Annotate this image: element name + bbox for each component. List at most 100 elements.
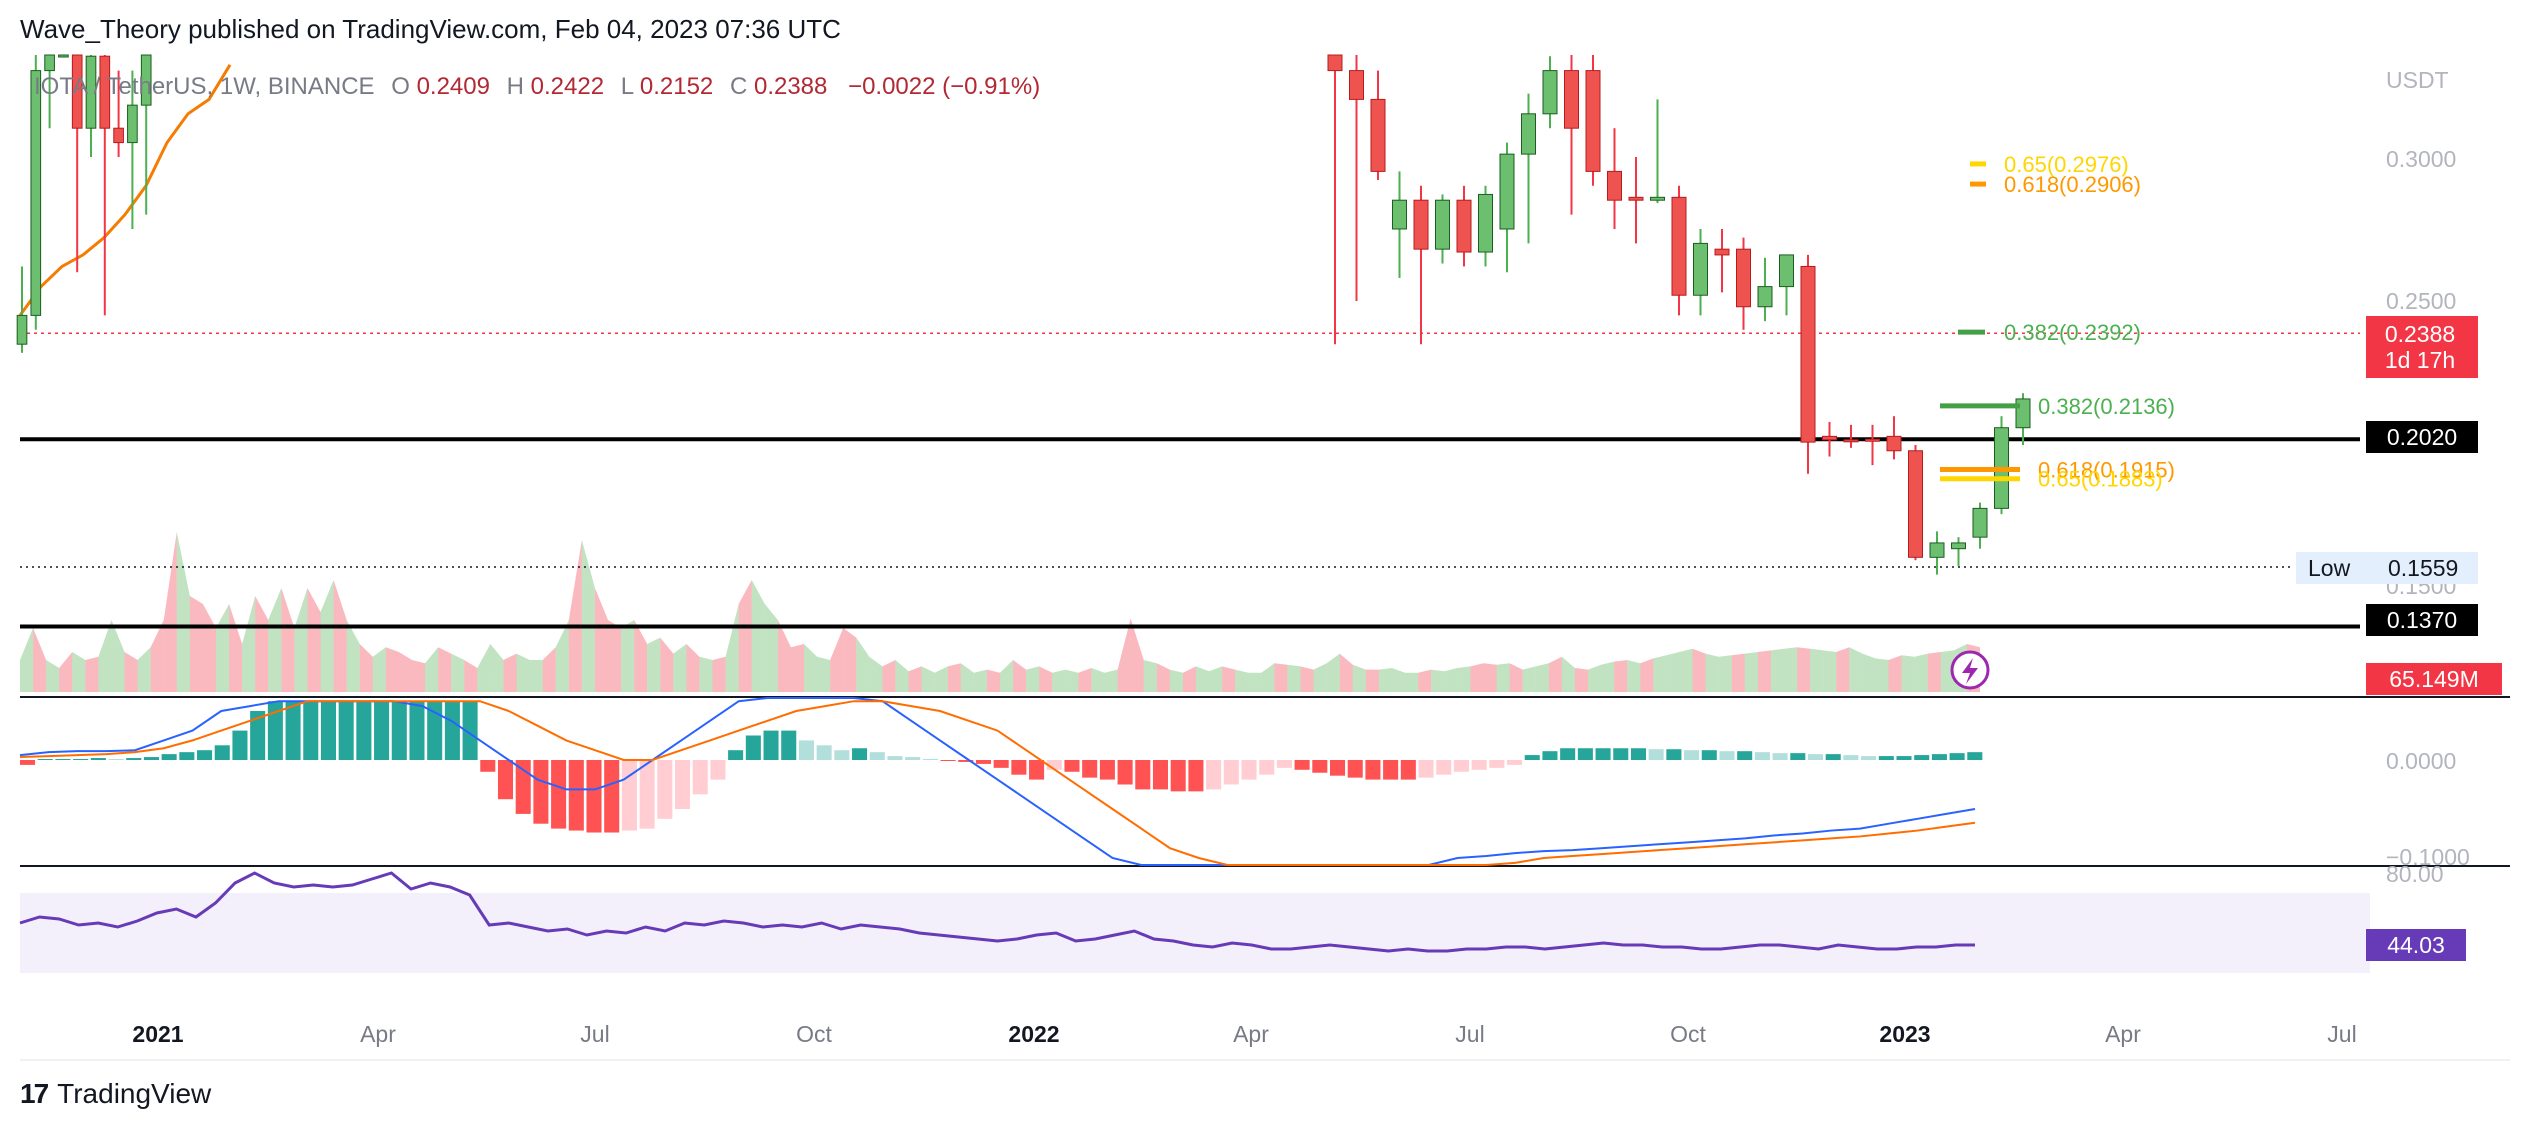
volume-segment-104: [1378, 668, 1392, 692]
svg-text:IOTA / TetherUS, 1W, BINANCE: IOTA / TetherUS, 1W, BINANCE O 0.2409 H …: [34, 73, 1040, 100]
macd-bar-99: [1772, 753, 1788, 760]
candle-body-11: [1349, 70, 1364, 100]
publisher-line: Wave_Theory published on TradingView.com…: [20, 14, 841, 44]
volume-segment-11: [163, 532, 177, 692]
macd-bar-94: [1684, 750, 1700, 760]
macd-bar-85: [1524, 755, 1540, 760]
macd-bar-47: [852, 748, 868, 760]
candle-body-13: [1392, 199, 1407, 230]
macd-bar-48: [869, 752, 885, 760]
volume-segment-143: [1888, 655, 1902, 692]
time-tick-oct-2021: Oct: [796, 1021, 832, 1047]
candle-body-34: [1843, 439, 1859, 443]
macd-bar-80: [1436, 760, 1452, 775]
volume-segment-49: [660, 637, 674, 692]
volume-segment-18: [255, 596, 269, 692]
macd-bar-60: [1082, 760, 1098, 778]
macd-bar-29: [533, 760, 549, 824]
macd-bar-6: [126, 758, 142, 760]
candle-body-21: [1564, 70, 1579, 129]
volume-segment-102: [1352, 664, 1366, 692]
volume-segment-134: [1770, 648, 1784, 692]
volume-segment-93: [1235, 669, 1249, 692]
volume-segment-74: [986, 669, 1000, 692]
candle-body-14: [1413, 199, 1429, 250]
candle-body-15: [1435, 199, 1450, 250]
lightning-icon[interactable]: [1950, 650, 1990, 690]
volume-segment-101: [1339, 653, 1353, 692]
volume-segment-32: [438, 647, 452, 692]
macd-bar-22: [409, 701, 425, 760]
volume-segment-142: [1875, 658, 1889, 692]
volume-segment-23: [320, 580, 334, 692]
volume-segment-125: [1653, 655, 1667, 692]
macd-bar-46: [834, 750, 850, 760]
volume-segment-136: [1797, 647, 1811, 692]
legend-low-label: L: [621, 73, 634, 100]
macd-bar-76: [1365, 760, 1381, 780]
macd-bar-43: [781, 730, 797, 760]
candle-body-6: [99, 55, 111, 129]
volume-segment-67: [895, 660, 909, 692]
macd-bar-104: [1861, 756, 1877, 760]
volume-segment-111: [1470, 663, 1484, 692]
macd-bar-37: [675, 760, 691, 809]
volume-segment-95: [1261, 663, 1275, 692]
rsi-tag-text: 44.03: [2387, 932, 2445, 958]
volume-segment-112: [1483, 663, 1497, 692]
macd-bar-110: [1967, 752, 1983, 760]
candle-body-12: [1370, 98, 1386, 172]
macd-bar-54: [975, 760, 991, 764]
macd-bar-109: [1949, 753, 1965, 760]
macd-bar-101: [1807, 754, 1824, 760]
legend-low-value: 0.2152: [640, 73, 713, 100]
macd-bar-57: [1029, 760, 1045, 780]
volume-segment-7: [111, 620, 125, 692]
macd-bar-24: [444, 701, 460, 760]
macd-bar-55: [993, 760, 1009, 768]
volume-segment-91: [1209, 666, 1223, 692]
macd-bar-59: [1064, 760, 1080, 772]
macd-bar-49: [887, 756, 903, 760]
macd-bar-90: [1613, 748, 1629, 760]
macd-bar-11: [214, 745, 230, 760]
volume-segment-65: [869, 656, 883, 692]
time-tick-2023: 2023: [1879, 1021, 1930, 1047]
low-marker-value: 0.1559: [2388, 555, 2458, 581]
volume-segment-132: [1744, 652, 1758, 692]
volume-segment-51: [686, 644, 700, 692]
volume-segment-107: [1418, 669, 1432, 692]
volume-segment-41: [555, 620, 569, 692]
macd-bar-74: [1330, 760, 1346, 776]
time-tick-jul-2021: Jul: [580, 1021, 609, 1047]
footer-branding[interactable]: 17 TradingView: [20, 1078, 211, 1110]
macd-bar-50: [905, 757, 921, 760]
volume-segment-34: [464, 660, 478, 692]
candle-body-35: [1865, 438, 1880, 442]
volume-segment-145: [1914, 653, 1928, 692]
candle-countdown: 1d 17h: [2385, 347, 2455, 373]
volume-segment-128: [1692, 648, 1706, 692]
macd-bar-72: [1294, 760, 1310, 770]
macd-bar-1: [37, 759, 53, 761]
volume-segment-121: [1601, 661, 1615, 692]
macd-bar-68: [1223, 760, 1239, 785]
volume-segment-54: [725, 604, 739, 692]
axis-label-usdt: USDT: [2386, 67, 2449, 93]
macd-bar-92: [1648, 749, 1664, 760]
macd-bar-103: [1843, 755, 1859, 760]
candle-body-25: [1650, 196, 1665, 201]
volume-segment-5: [85, 656, 99, 692]
macd-bar-31: [568, 760, 584, 831]
macd-bar-19: [356, 701, 372, 760]
time-tick-apr-2021: Apr: [360, 1021, 396, 1047]
volume-segment-84: [1117, 618, 1131, 692]
volume-segment-0: [20, 628, 34, 692]
fib-label-0: 0.65(0.2976): [2004, 152, 2129, 177]
volume-segment-98: [1300, 666, 1314, 692]
macd-bar-91: [1630, 748, 1646, 760]
volume-tag: [2366, 663, 2502, 695]
candle-body-16: [1456, 199, 1472, 253]
time-tick-2021: 2021: [132, 1021, 183, 1047]
